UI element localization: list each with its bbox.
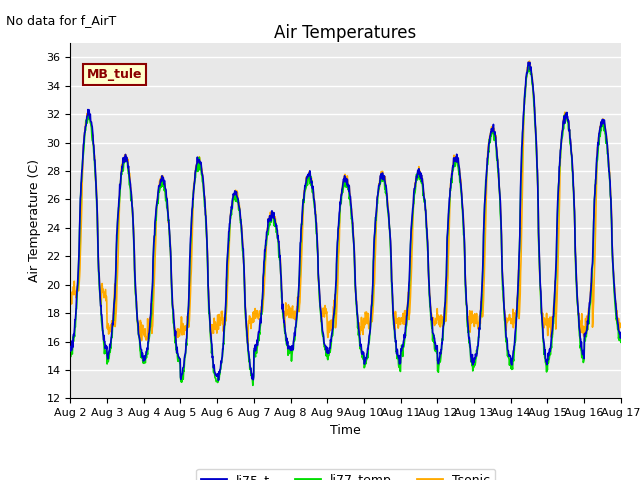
Text: No data for f_AirT: No data for f_AirT [6,14,116,27]
Legend: li75_t, li77_temp, Tsonic: li75_t, li77_temp, Tsonic [196,468,495,480]
li77_temp [251,353,259,359]
Y-axis label: Air Temperature (C): Air Temperature (C) [28,159,41,282]
li75_t [175,355,183,361]
Tsonic [552,315,560,321]
li75_t [524,60,532,65]
li77_temp [175,357,183,363]
Tsonic [251,310,259,315]
Tsonic [431,321,439,327]
li77_temp [617,339,625,345]
Tsonic [617,323,625,328]
li75_t [552,259,560,264]
li77_temp [552,265,560,271]
Title: Air Temperatures: Air Temperatures [275,24,417,42]
li77_temp [67,353,74,359]
X-axis label: Time: Time [330,424,361,437]
li75_t [251,346,259,352]
li75_t [617,333,625,339]
li77_temp [189,203,196,209]
li77_temp [525,60,533,66]
Tsonic [67,291,74,297]
Tsonic [525,58,533,64]
li77_temp [249,383,257,388]
li77_temp [431,348,439,354]
Text: MB_tule: MB_tule [87,68,143,81]
li75_t [214,378,222,384]
Tsonic [189,211,196,217]
li75_t [504,338,511,344]
li75_t [67,348,74,354]
Tsonic [244,344,252,349]
li75_t [189,196,196,202]
li75_t [431,340,439,346]
Line: li77_temp: li77_temp [70,63,621,385]
li77_temp [504,347,511,353]
Tsonic [175,333,183,339]
Line: Tsonic: Tsonic [70,61,621,347]
Tsonic [504,320,511,325]
Line: li75_t: li75_t [70,62,621,381]
